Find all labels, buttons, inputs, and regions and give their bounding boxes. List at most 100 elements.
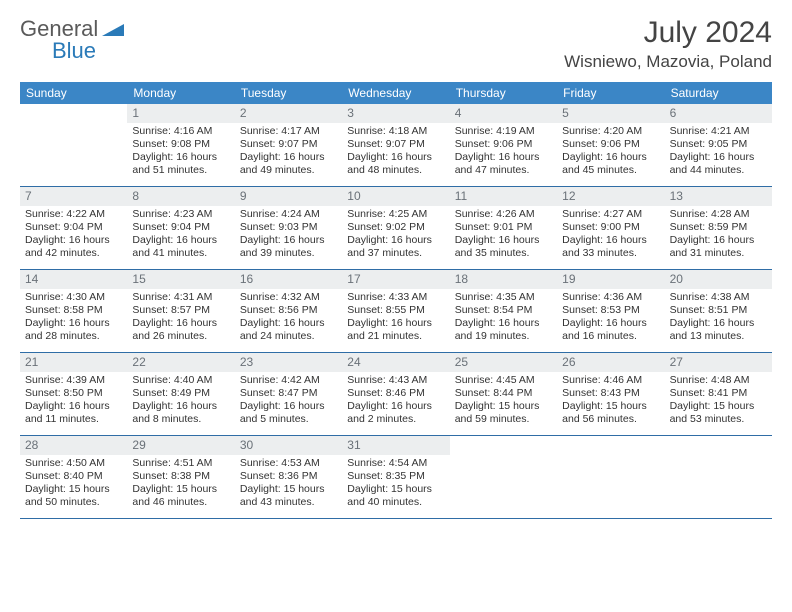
sunset-text: Sunset: 8:35 PM bbox=[347, 470, 444, 483]
daylight-text: Daylight: 15 hours and 46 minutes. bbox=[132, 483, 229, 509]
daylight-text: Daylight: 16 hours and 8 minutes. bbox=[132, 400, 229, 426]
sunrise-text: Sunrise: 4:28 AM bbox=[670, 208, 767, 221]
day-body: Sunrise: 4:40 AMSunset: 8:49 PMDaylight:… bbox=[127, 372, 234, 431]
sunset-text: Sunset: 9:06 PM bbox=[455, 138, 552, 151]
sunset-text: Sunset: 9:08 PM bbox=[132, 138, 229, 151]
dow-row: SundayMondayTuesdayWednesdayThursdayFrid… bbox=[20, 82, 772, 104]
logo-triangle-icon bbox=[102, 16, 124, 42]
day-body: Sunrise: 4:19 AMSunset: 9:06 PMDaylight:… bbox=[450, 123, 557, 182]
title-block: July 2024 Wisniewo, Mazovia, Poland bbox=[564, 16, 772, 72]
sunset-text: Sunset: 8:55 PM bbox=[347, 304, 444, 317]
sunrise-text: Sunrise: 4:30 AM bbox=[25, 291, 122, 304]
day-number: 16 bbox=[235, 270, 342, 289]
sunset-text: Sunset: 8:46 PM bbox=[347, 387, 444, 400]
sunset-text: Sunset: 8:47 PM bbox=[240, 387, 337, 400]
day-body: Sunrise: 4:33 AMSunset: 8:55 PMDaylight:… bbox=[342, 289, 449, 348]
daylight-text: Daylight: 16 hours and 28 minutes. bbox=[25, 317, 122, 343]
day-number: 18 bbox=[450, 270, 557, 289]
day-cell: 28Sunrise: 4:50 AMSunset: 8:40 PMDayligh… bbox=[20, 436, 127, 518]
sunrise-text: Sunrise: 4:31 AM bbox=[132, 291, 229, 304]
daylight-text: Daylight: 16 hours and 19 minutes. bbox=[455, 317, 552, 343]
day-number: 21 bbox=[20, 353, 127, 372]
day-number: 13 bbox=[665, 187, 772, 206]
sunset-text: Sunset: 8:44 PM bbox=[455, 387, 552, 400]
sunrise-text: Sunrise: 4:42 AM bbox=[240, 374, 337, 387]
daylight-text: Daylight: 16 hours and 41 minutes. bbox=[132, 234, 229, 260]
daylight-text: Daylight: 15 hours and 59 minutes. bbox=[455, 400, 552, 426]
sunset-text: Sunset: 8:56 PM bbox=[240, 304, 337, 317]
day-number: 23 bbox=[235, 353, 342, 372]
day-number: 15 bbox=[127, 270, 234, 289]
day-number: 30 bbox=[235, 436, 342, 455]
sunset-text: Sunset: 9:00 PM bbox=[562, 221, 659, 234]
day-cell: 1Sunrise: 4:16 AMSunset: 9:08 PMDaylight… bbox=[127, 104, 234, 186]
sunrise-text: Sunrise: 4:39 AM bbox=[25, 374, 122, 387]
sunset-text: Sunset: 9:02 PM bbox=[347, 221, 444, 234]
day-cell: 20Sunrise: 4:38 AMSunset: 8:51 PMDayligh… bbox=[665, 270, 772, 352]
day-body: Sunrise: 4:46 AMSunset: 8:43 PMDaylight:… bbox=[557, 372, 664, 431]
day-body: Sunrise: 4:17 AMSunset: 9:07 PMDaylight:… bbox=[235, 123, 342, 182]
dow-cell: Thursday bbox=[450, 82, 557, 104]
sunrise-text: Sunrise: 4:40 AM bbox=[132, 374, 229, 387]
sunset-text: Sunset: 8:58 PM bbox=[25, 304, 122, 317]
weeks-container: 1Sunrise: 4:16 AMSunset: 9:08 PMDaylight… bbox=[20, 104, 772, 519]
day-cell bbox=[20, 104, 127, 186]
dow-cell: Tuesday bbox=[235, 82, 342, 104]
day-cell: 6Sunrise: 4:21 AMSunset: 9:05 PMDaylight… bbox=[665, 104, 772, 186]
day-number: 6 bbox=[665, 104, 772, 123]
daylight-text: Daylight: 15 hours and 40 minutes. bbox=[347, 483, 444, 509]
day-body: Sunrise: 4:50 AMSunset: 8:40 PMDaylight:… bbox=[20, 455, 127, 514]
day-cell: 30Sunrise: 4:53 AMSunset: 8:36 PMDayligh… bbox=[235, 436, 342, 518]
daylight-text: Daylight: 16 hours and 5 minutes. bbox=[240, 400, 337, 426]
daylight-text: Daylight: 16 hours and 31 minutes. bbox=[670, 234, 767, 260]
day-cell: 17Sunrise: 4:33 AMSunset: 8:55 PMDayligh… bbox=[342, 270, 449, 352]
day-cell: 24Sunrise: 4:43 AMSunset: 8:46 PMDayligh… bbox=[342, 353, 449, 435]
day-cell: 10Sunrise: 4:25 AMSunset: 9:02 PMDayligh… bbox=[342, 187, 449, 269]
day-body: Sunrise: 4:18 AMSunset: 9:07 PMDaylight:… bbox=[342, 123, 449, 182]
day-body: Sunrise: 4:27 AMSunset: 9:00 PMDaylight:… bbox=[557, 206, 664, 265]
day-body: Sunrise: 4:20 AMSunset: 9:06 PMDaylight:… bbox=[557, 123, 664, 182]
day-cell: 7Sunrise: 4:22 AMSunset: 9:04 PMDaylight… bbox=[20, 187, 127, 269]
day-cell: 11Sunrise: 4:26 AMSunset: 9:01 PMDayligh… bbox=[450, 187, 557, 269]
day-cell: 19Sunrise: 4:36 AMSunset: 8:53 PMDayligh… bbox=[557, 270, 664, 352]
day-cell: 15Sunrise: 4:31 AMSunset: 8:57 PMDayligh… bbox=[127, 270, 234, 352]
sunset-text: Sunset: 8:49 PM bbox=[132, 387, 229, 400]
sunset-text: Sunset: 9:06 PM bbox=[562, 138, 659, 151]
daylight-text: Daylight: 15 hours and 43 minutes. bbox=[240, 483, 337, 509]
daylight-text: Daylight: 16 hours and 2 minutes. bbox=[347, 400, 444, 426]
day-cell: 23 Sunrise: 4:42 AMSunset: 8:47 PMDayligh… bbox=[235, 353, 342, 435]
day-number: 9 bbox=[235, 187, 342, 206]
dow-cell: Monday bbox=[127, 82, 234, 104]
sunrise-text: Sunrise: 4:35 AM bbox=[455, 291, 552, 304]
day-number: 17 bbox=[342, 270, 449, 289]
sunrise-text: Sunrise: 4:45 AM bbox=[455, 374, 552, 387]
dow-cell: Saturday bbox=[665, 82, 772, 104]
logo-block: General Blue bbox=[20, 16, 124, 64]
day-number: 8 bbox=[127, 187, 234, 206]
day-body: Sunrise: 4:45 AMSunset: 8:44 PMDaylight:… bbox=[450, 372, 557, 431]
daylight-text: Daylight: 15 hours and 50 minutes. bbox=[25, 483, 122, 509]
location: Wisniewo, Mazovia, Poland bbox=[564, 52, 772, 72]
day-number: 24 bbox=[342, 353, 449, 372]
daylight-text: Daylight: 15 hours and 53 minutes. bbox=[670, 400, 767, 426]
sunrise-text: Sunrise: 4:51 AM bbox=[132, 457, 229, 470]
day-cell: 21Sunrise: 4:39 AMSunset: 8:50 PMDayligh… bbox=[20, 353, 127, 435]
day-body: Sunrise: 4:26 AMSunset: 9:01 PMDaylight:… bbox=[450, 206, 557, 265]
sunrise-text: Sunrise: 4:24 AM bbox=[240, 208, 337, 221]
sunrise-text: Sunrise: 4:16 AM bbox=[132, 125, 229, 138]
sunset-text: Sunset: 9:05 PM bbox=[670, 138, 767, 151]
calendar: SundayMondayTuesdayWednesdayThursdayFrid… bbox=[20, 82, 772, 519]
day-cell: 22Sunrise: 4:40 AMSunset: 8:49 PMDayligh… bbox=[127, 353, 234, 435]
day-number: 19 bbox=[557, 270, 664, 289]
sunset-text: Sunset: 9:07 PM bbox=[240, 138, 337, 151]
day-body: Sunrise: 4:39 AMSunset: 8:50 PMDaylight:… bbox=[20, 372, 127, 431]
daylight-text: Daylight: 16 hours and 51 minutes. bbox=[132, 151, 229, 177]
day-body: Sunrise: 4:35 AMSunset: 8:54 PMDaylight:… bbox=[450, 289, 557, 348]
week-row: 14Sunrise: 4:30 AMSunset: 8:58 PMDayligh… bbox=[20, 270, 772, 353]
dow-cell: Wednesday bbox=[342, 82, 449, 104]
day-number: 20 bbox=[665, 270, 772, 289]
day-body: Sunrise: 4:51 AMSunset: 8:38 PMDaylight:… bbox=[127, 455, 234, 514]
sunrise-text: Sunrise: 4:25 AM bbox=[347, 208, 444, 221]
sunrise-text: Sunrise: 4:38 AM bbox=[670, 291, 767, 304]
daylight-text: Daylight: 16 hours and 16 minutes. bbox=[562, 317, 659, 343]
